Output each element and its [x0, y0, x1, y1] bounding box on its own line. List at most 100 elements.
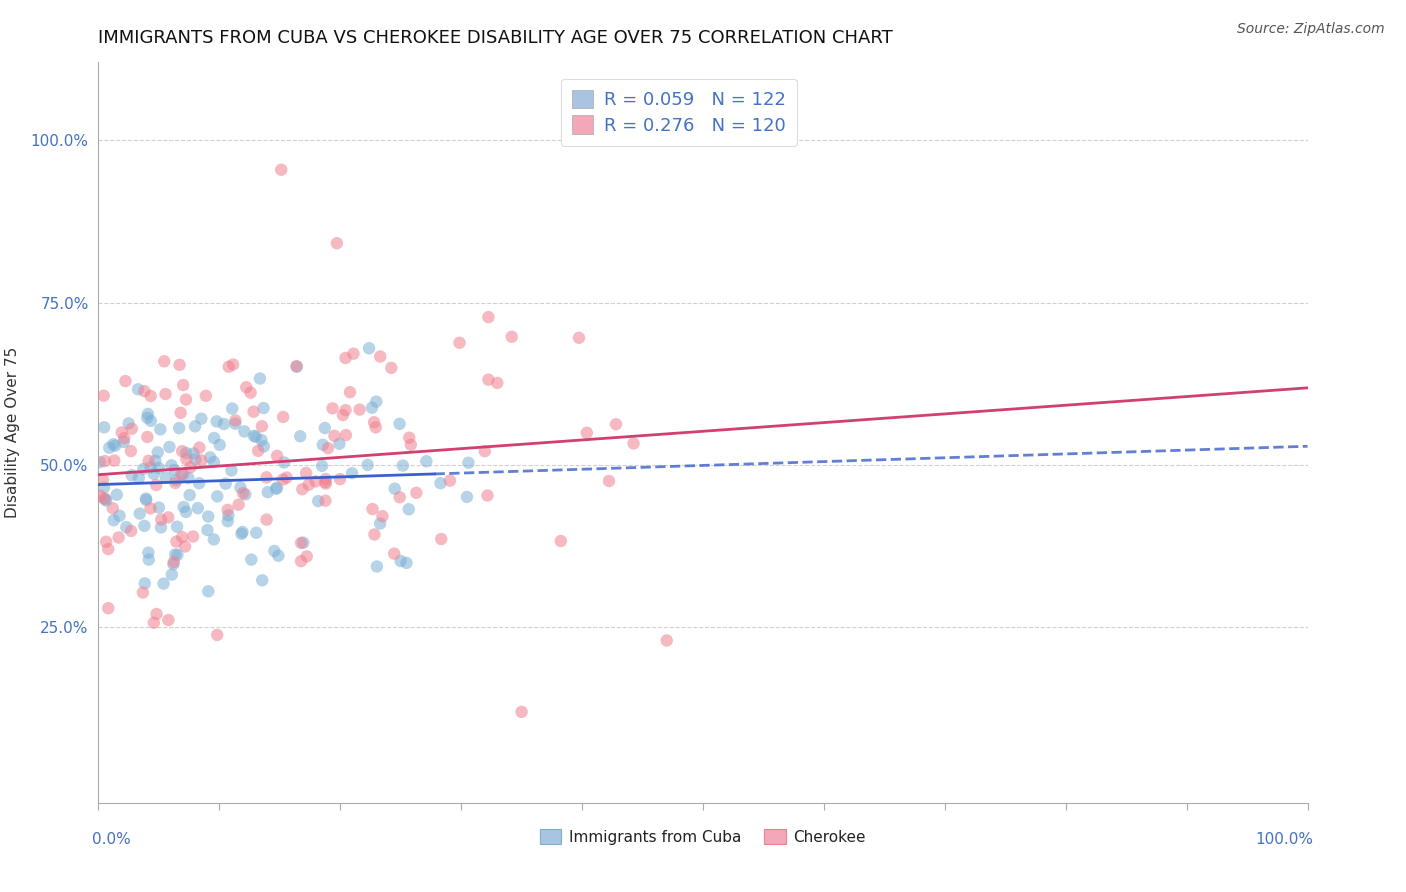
- Point: [121, 422, 143, 436]
- Point: [139, 501, 162, 516]
- Point: [103, 513, 125, 527]
- Point: [165, 534, 187, 549]
- Point: [167, 421, 190, 435]
- Point: [405, 485, 427, 500]
- Legend: Immigrants from Cuba, Cherokee: Immigrants from Cuba, Cherokee: [534, 822, 872, 851]
- Point: [366, 394, 388, 409]
- Point: [159, 440, 181, 454]
- Point: [252, 401, 274, 415]
- Point: [356, 458, 378, 472]
- Point: [304, 475, 326, 489]
- Point: [181, 529, 204, 543]
- Point: [598, 474, 620, 488]
- Point: [314, 421, 336, 435]
- Point: [329, 472, 352, 486]
- Point: [143, 454, 166, 468]
- Point: [363, 527, 385, 541]
- Point: [240, 552, 263, 566]
- Point: [157, 510, 180, 524]
- Point: [94, 454, 117, 468]
- Point: [148, 461, 170, 475]
- Point: [194, 389, 217, 403]
- Point: [198, 450, 221, 465]
- Point: [145, 607, 167, 621]
- Point: [382, 547, 405, 561]
- Point: [392, 458, 415, 473]
- Point: [205, 628, 228, 642]
- Point: [118, 417, 141, 431]
- Point: [457, 456, 479, 470]
- Point: [456, 490, 478, 504]
- Point: [575, 425, 598, 440]
- Point: [291, 482, 314, 496]
- Point: [183, 446, 205, 460]
- Point: [477, 488, 499, 502]
- Point: [174, 392, 197, 407]
- Point: [312, 438, 335, 452]
- Point: [138, 454, 160, 468]
- Point: [398, 431, 420, 445]
- Point: [349, 402, 371, 417]
- Point: [139, 460, 162, 475]
- Point: [148, 500, 170, 515]
- Point: [180, 460, 202, 475]
- Point: [173, 500, 195, 514]
- Point: [128, 507, 150, 521]
- Point: [160, 458, 183, 473]
- Point: [149, 520, 172, 534]
- Point: [89, 455, 111, 469]
- Point: [605, 417, 627, 432]
- Point: [96, 493, 118, 508]
- Point: [371, 509, 394, 524]
- Point: [188, 476, 211, 491]
- Point: [139, 414, 162, 428]
- Point: [134, 384, 156, 398]
- Point: [128, 471, 150, 485]
- Point: [430, 532, 453, 546]
- Point: [311, 458, 333, 473]
- Point: [389, 554, 412, 568]
- Point: [174, 540, 197, 554]
- Point: [202, 431, 225, 445]
- Point: [655, 633, 678, 648]
- Point: [165, 473, 187, 487]
- Point: [176, 452, 198, 467]
- Point: [104, 439, 127, 453]
- Point: [339, 385, 361, 400]
- Point: [332, 408, 354, 422]
- Point: [120, 444, 142, 458]
- Point: [98, 441, 121, 455]
- Point: [142, 615, 165, 630]
- Point: [132, 462, 155, 476]
- Point: [250, 574, 273, 588]
- Point: [138, 546, 160, 560]
- Point: [290, 554, 312, 568]
- Point: [197, 523, 219, 537]
- Point: [266, 449, 288, 463]
- Point: [166, 519, 188, 533]
- Point: [477, 310, 499, 325]
- Point: [169, 358, 191, 372]
- Point: [273, 455, 295, 469]
- Point: [253, 439, 276, 453]
- Point: [217, 514, 239, 528]
- Point: [368, 350, 391, 364]
- Point: [388, 491, 411, 505]
- Point: [623, 436, 645, 450]
- Point: [136, 430, 159, 444]
- Point: [363, 415, 385, 429]
- Point: [217, 503, 239, 517]
- Point: [368, 516, 391, 531]
- Point: [202, 455, 225, 469]
- Point: [245, 430, 267, 444]
- Point: [184, 452, 207, 467]
- Point: [97, 601, 120, 615]
- Point: [335, 428, 357, 442]
- Point: [242, 404, 264, 418]
- Point: [93, 389, 115, 403]
- Point: [221, 463, 243, 477]
- Point: [165, 548, 187, 562]
- Point: [229, 480, 252, 494]
- Point: [256, 470, 278, 484]
- Point: [207, 489, 229, 503]
